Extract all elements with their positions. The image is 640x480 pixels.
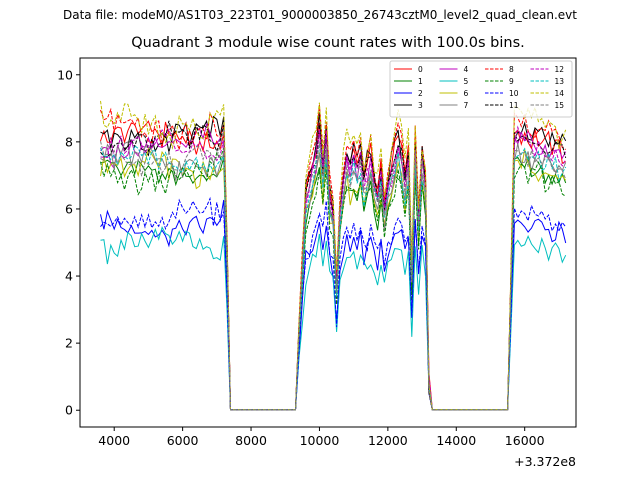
series-line-10 <box>100 196 567 411</box>
legend-label-9: 9 <box>509 77 514 86</box>
series-line-5 <box>100 225 567 411</box>
legend-label-13: 13 <box>555 77 565 86</box>
y-tick-label: 8 <box>65 134 73 149</box>
y-tick-label: 2 <box>65 336 73 351</box>
y-tick-label: 4 <box>65 269 73 284</box>
series-layer <box>100 100 567 411</box>
y-tick-label: 0 <box>65 403 73 418</box>
legend-box <box>389 60 573 118</box>
chart-title: Quadrant 3 module wise count rates with … <box>131 35 525 51</box>
series-line-12 <box>100 125 567 411</box>
x-axis: 4000 6000 8000 10000 12000 14000 16000 <box>98 427 545 448</box>
legend-label-4: 4 <box>464 65 469 74</box>
legend-label-7: 7 <box>464 101 469 110</box>
x-tick-label: 10000 <box>300 433 340 448</box>
legend-label-12: 12 <box>555 65 565 74</box>
y-axis: 0 2 4 6 8 10 <box>57 67 80 418</box>
legend-label-8: 8 <box>509 65 514 74</box>
x-tick-label: 12000 <box>368 433 408 448</box>
series-line-9 <box>100 147 566 411</box>
series-line-11 <box>100 120 567 411</box>
x-tick-label: 8000 <box>235 433 267 448</box>
y-tick-label: 6 <box>65 201 73 216</box>
legend-label-1: 1 <box>418 77 423 86</box>
x-offset-label: +3.372e8 <box>514 454 576 469</box>
plot-frame <box>79 57 577 428</box>
x-tick-label: 16000 <box>505 433 545 448</box>
legend-label-10: 10 <box>509 89 519 98</box>
legend-label-14: 14 <box>555 89 565 98</box>
legend-label-6: 6 <box>464 89 469 98</box>
legend-label-11: 11 <box>509 101 519 110</box>
series-line-8 <box>100 104 566 411</box>
x-tick-label: 4000 <box>98 433 130 448</box>
y-tick-label: 10 <box>57 67 73 82</box>
legend-label-5: 5 <box>464 77 469 86</box>
x-tick-label: 14000 <box>436 433 476 448</box>
legend-label-0: 0 <box>418 65 423 74</box>
legend-label-15: 15 <box>555 101 565 110</box>
figure-suptitle: Data file: modeM0/AS1T03_223T01_90000038… <box>63 8 577 22</box>
legend-label-3: 3 <box>418 101 423 110</box>
series-line-15 <box>100 129 567 411</box>
legend-label-2: 2 <box>418 89 423 98</box>
series-line-14 <box>100 100 567 411</box>
x-tick-label: 6000 <box>167 433 199 448</box>
